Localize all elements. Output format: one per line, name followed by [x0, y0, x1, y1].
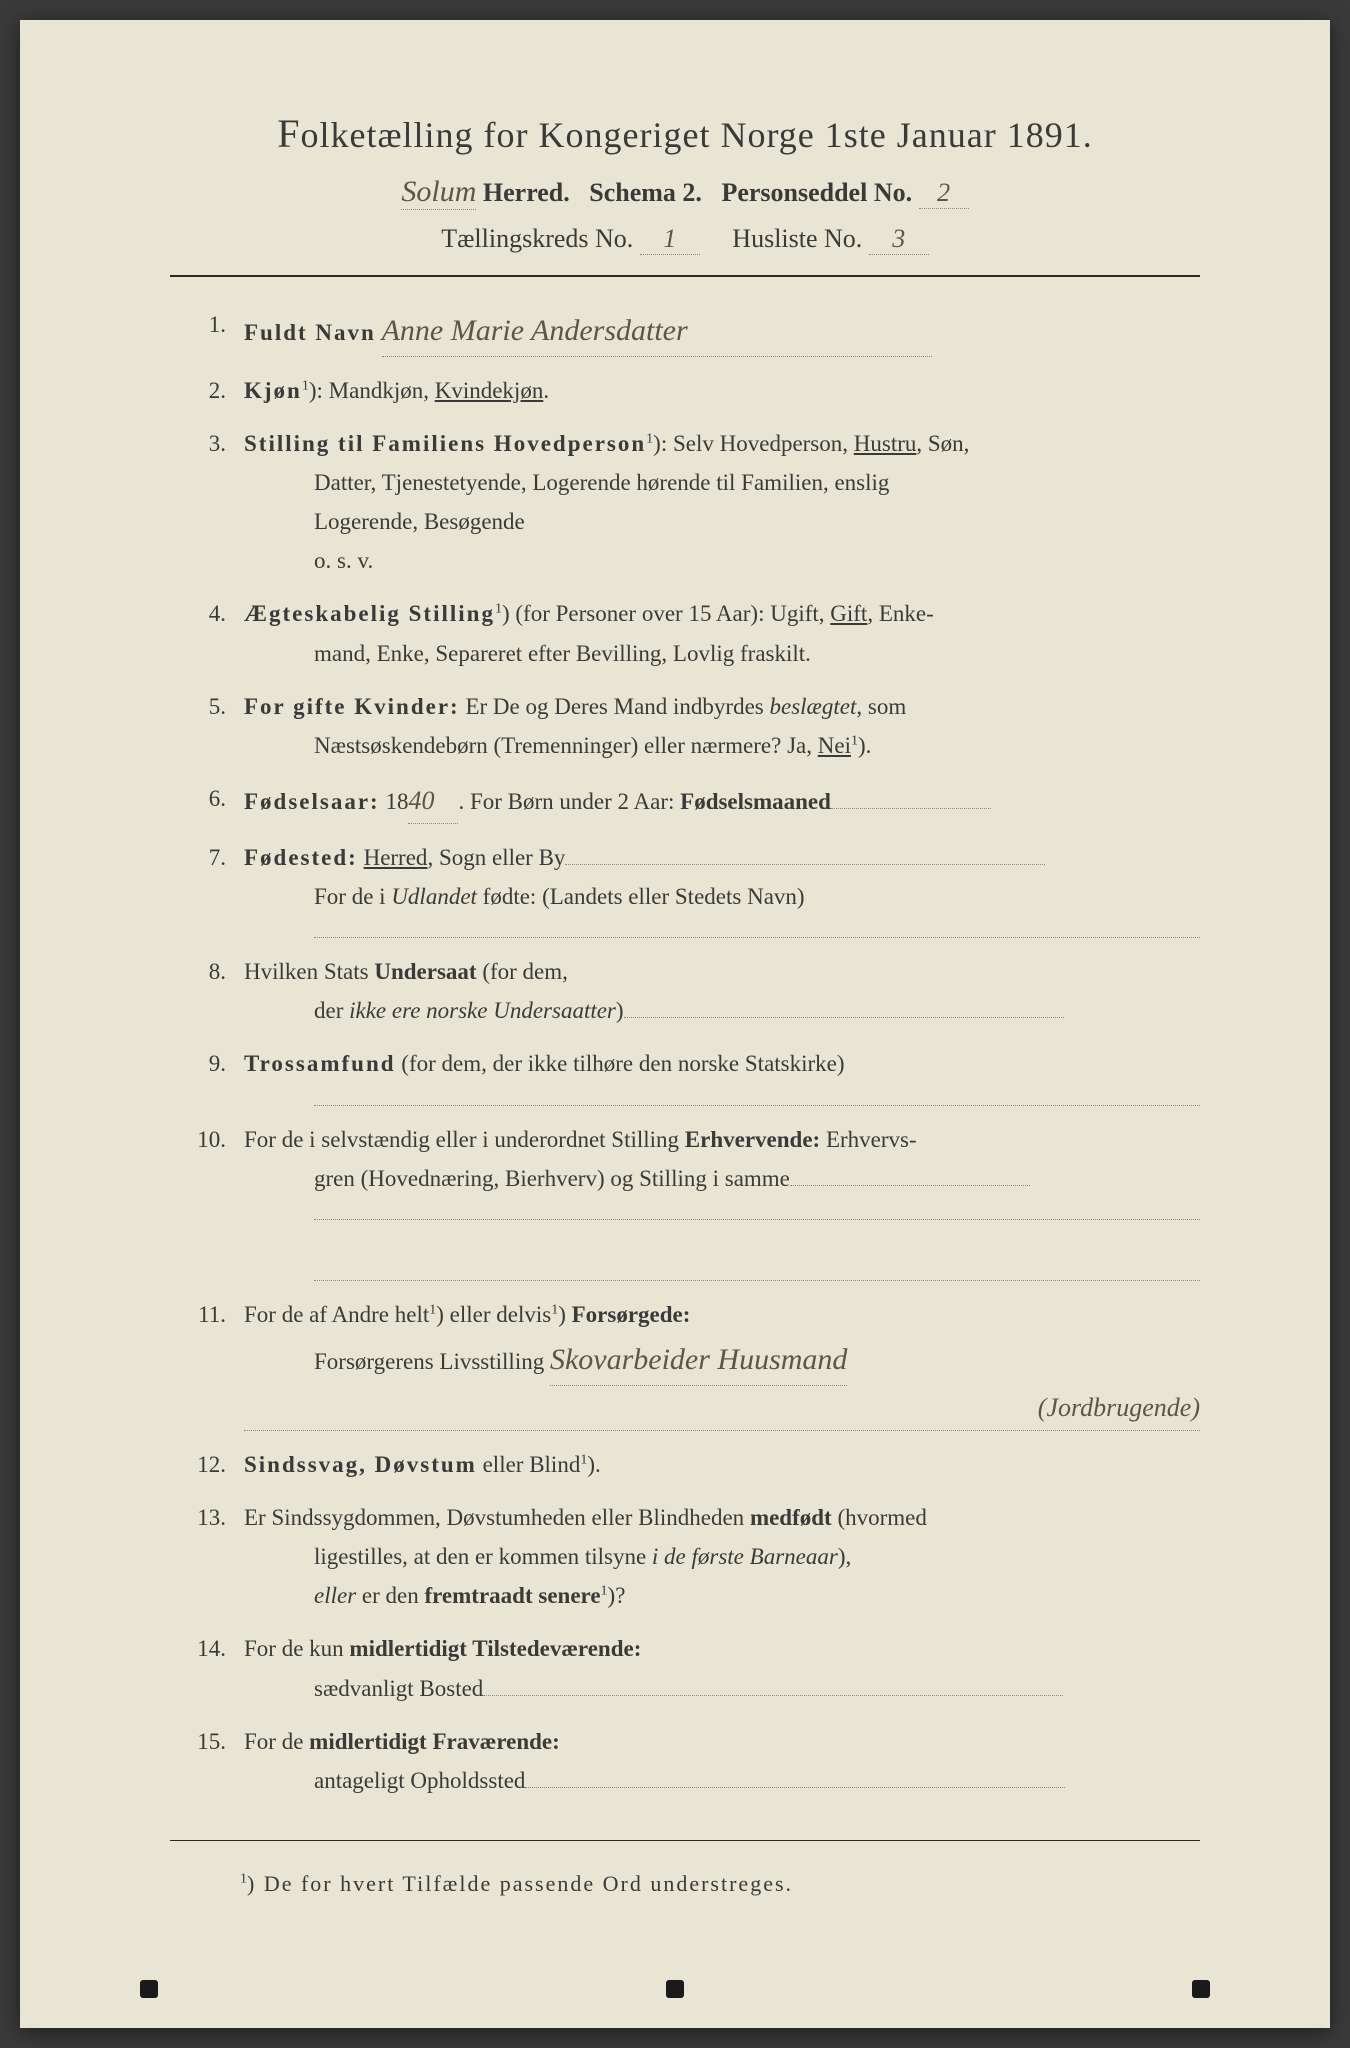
- item-10: 10. For de i selvstændig eller i underor…: [180, 1120, 1200, 1281]
- header-line-3: Tællingskreds No. 1 Husliste No. 3: [170, 224, 1200, 255]
- full-name-value: Anne Marie Andersdatter: [382, 305, 932, 357]
- birth-year: 40: [408, 779, 458, 824]
- item-13: 13. Er Sindssygdommen, Døvstumheden elle…: [180, 1498, 1200, 1615]
- footnote: 1) De for hvert Tilfælde passende Ord un…: [240, 1871, 1200, 1897]
- husliste-no: 3: [869, 224, 929, 255]
- item-11: 11. For de af Andre helt1) eller delvis1…: [180, 1295, 1200, 1431]
- kreds-no: 1: [640, 224, 700, 255]
- form-title: Folketælling for Kongeriget Norge 1ste J…: [170, 110, 1200, 157]
- item-3: 3. Stilling til Familiens Hovedperson1):…: [180, 424, 1200, 580]
- provider-occupation: Skovarbeider Huusmand: [550, 1334, 847, 1386]
- hole-center: [666, 1980, 684, 1998]
- provider-occupation-2: (Jordbrugende): [244, 1386, 1200, 1431]
- header-rule: [170, 275, 1200, 277]
- person-no: 2: [919, 178, 969, 209]
- item-1: 1. Fuldt Navn Anne Marie Andersdatter: [180, 305, 1200, 357]
- item-14: 14. For de kun midlertidigt Tilstedevære…: [180, 1629, 1200, 1707]
- header-line-2: Solum Herred. Schema 2. Personseddel No.…: [170, 175, 1200, 210]
- form-items: 1. Fuldt Navn Anne Marie Andersdatter 2.…: [180, 305, 1200, 1800]
- item-6: 6. Fødselsaar: 1840. For Børn under 2 Aa…: [180, 779, 1200, 824]
- hole-left: [140, 1980, 158, 1998]
- item-2: 2. Kjøn1): Mandkjøn, Kvindekjøn.: [180, 371, 1200, 410]
- census-form-page: Folketælling for Kongeriget Norge 1ste J…: [20, 20, 1330, 2028]
- herred-value: Solum: [401, 175, 476, 210]
- item-7: 7. Fødested: Herred, Sogn eller By For d…: [180, 838, 1200, 938]
- item-8: 8. Hvilken Stats Undersaat (for dem, der…: [180, 952, 1200, 1030]
- item-15: 15. For de midlertidigt Fraværende: anta…: [180, 1722, 1200, 1800]
- binding-holes: [20, 1980, 1330, 1998]
- item-9: 9. Trossamfund (for dem, der ikke tilhør…: [180, 1044, 1200, 1105]
- footer-rule: [170, 1840, 1200, 1841]
- item-4: 4. Ægteskabelig Stilling1) (for Personer…: [180, 594, 1200, 672]
- hole-right: [1192, 1980, 1210, 1998]
- form-header: Folketælling for Kongeriget Norge 1ste J…: [170, 110, 1200, 255]
- item-12: 12. Sindssvag, Døvstum eller Blind1).: [180, 1445, 1200, 1484]
- item-5: 5. For gifte Kvinder: Er De og Deres Man…: [180, 687, 1200, 765]
